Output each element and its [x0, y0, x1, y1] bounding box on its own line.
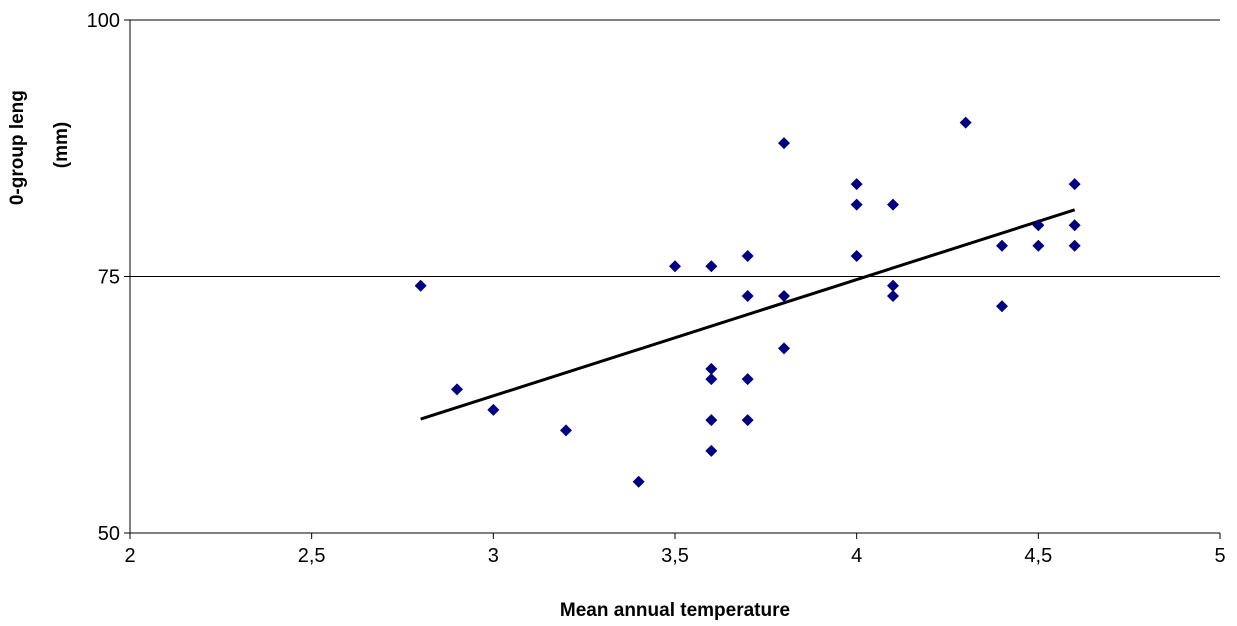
x-tick-label: 2,5: [298, 545, 326, 567]
x-tick-label: 3,5: [661, 545, 689, 567]
y-tick-label: 50: [98, 523, 120, 545]
gridlines: [130, 19, 1220, 277]
data-point: [996, 300, 1008, 313]
y-tick-label: 100: [87, 10, 120, 32]
x-tick-label: 4,5: [1024, 545, 1052, 567]
data-point: [996, 239, 1008, 252]
data-point: [560, 424, 572, 437]
data-point: [778, 342, 790, 355]
data-point: [1068, 239, 1081, 252]
data-point: [741, 249, 754, 262]
axis-titles: Mean annual temperature 0-group leng (mm…: [7, 85, 790, 621]
data-point: [959, 116, 972, 129]
data-points: [414, 116, 1081, 488]
data-point: [850, 249, 863, 262]
data-point: [1068, 219, 1081, 232]
data-point: [705, 444, 718, 457]
data-point: [705, 414, 718, 427]
x-tick-label: 5: [1214, 545, 1225, 567]
data-point: [1032, 219, 1045, 232]
y-tick-label: 75: [98, 267, 120, 289]
x-axis-title: Mean annual temperature: [560, 600, 790, 621]
data-point: [705, 260, 718, 273]
data-point: [414, 279, 427, 292]
x-tick-label: 2: [124, 545, 135, 567]
tick-labels: 50 75 100 2 2,5 3 3,5 4 4,5 5: [87, 10, 1226, 567]
data-point: [778, 137, 790, 150]
data-point: [1068, 178, 1081, 191]
x-tick-label: 3: [488, 545, 499, 567]
axes: [124, 19, 1221, 539]
data-point: [487, 403, 500, 416]
trendline-layer: [420, 208, 1076, 421]
y-axis-title: 0-group leng (mm): [7, 85, 72, 205]
data-point: [887, 289, 899, 302]
data-point: [451, 383, 463, 396]
data-point: [850, 198, 863, 211]
data-point: [741, 414, 754, 427]
trendline: [420, 208, 1076, 421]
data-point: [778, 289, 790, 302]
data-point: [741, 289, 754, 302]
data-point: [669, 260, 681, 273]
x-tick-label: 4: [851, 545, 862, 567]
data-point: [850, 178, 863, 191]
y-axis-title-line-2: (mm): [51, 122, 72, 168]
data-point: [705, 362, 718, 375]
data-point: [741, 373, 754, 386]
data-point: [632, 475, 645, 488]
data-point: [1032, 239, 1045, 252]
y-axis-title-line-1: 0-group leng: [7, 90, 28, 205]
data-point: [705, 373, 718, 386]
data-point: [887, 279, 899, 292]
data-point: [887, 198, 899, 211]
